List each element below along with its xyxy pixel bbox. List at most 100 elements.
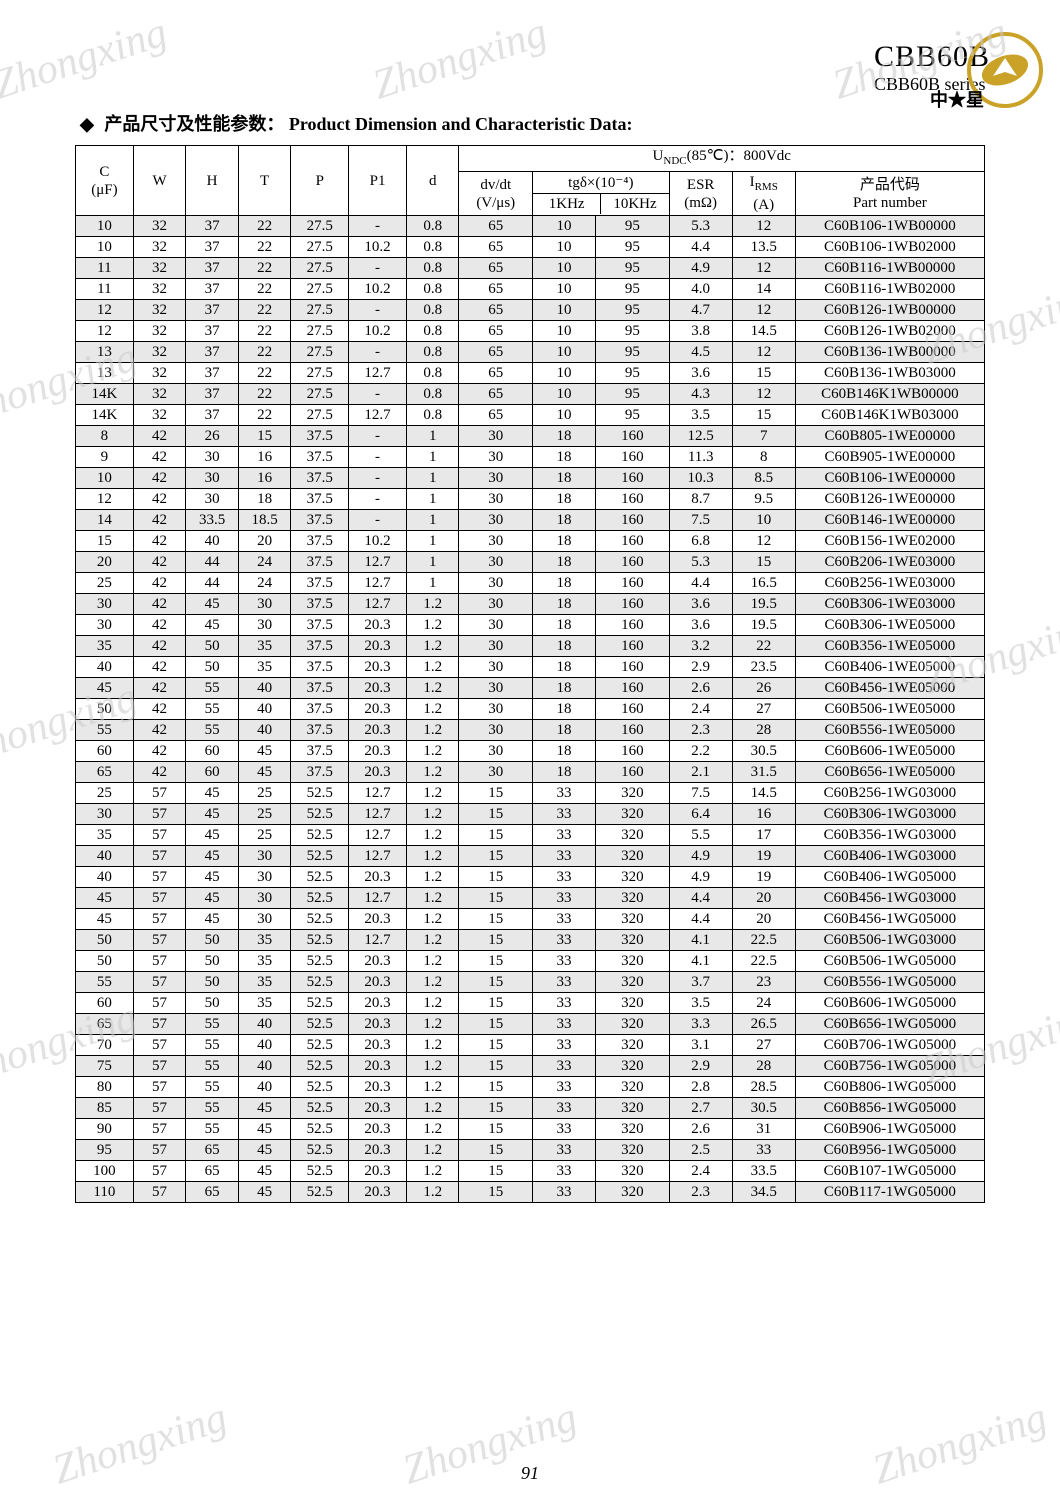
- table-cell: 37: [186, 321, 239, 342]
- table-cell: 12.7: [349, 825, 407, 846]
- table-cell: 50: [76, 951, 134, 972]
- table-cell: 1: [406, 468, 459, 489]
- table-cell: 30: [459, 489, 533, 510]
- table-cell: 33: [533, 1077, 596, 1098]
- table-cell: 23: [732, 972, 795, 993]
- table-cell: 45: [186, 825, 239, 846]
- table-cell: 10: [533, 363, 596, 384]
- table-cell: 160: [596, 531, 670, 552]
- table-cell: 30: [459, 762, 533, 783]
- table-cell: C60B806-1WG05000: [795, 1077, 984, 1098]
- table-cell: 52.5: [291, 972, 349, 993]
- table-cell: 160: [596, 636, 670, 657]
- table-cell: 20.3: [349, 1014, 407, 1035]
- table-cell: 18: [533, 720, 596, 741]
- table-cell: 57: [133, 1140, 186, 1161]
- table-cell: 27.5: [291, 384, 349, 405]
- table-cell: 37: [186, 279, 239, 300]
- table-row: 7057554052.520.31.215333203.127C60B706-1…: [76, 1035, 985, 1056]
- table-cell: 33: [533, 993, 596, 1014]
- table-cell: 22: [732, 636, 795, 657]
- table-cell: 10: [533, 216, 596, 237]
- table-cell: 20.3: [349, 1119, 407, 1140]
- table-cell: 55: [76, 972, 134, 993]
- table-row: 3557452552.512.71.215333205.517C60B356-1…: [76, 825, 985, 846]
- table-cell: 22: [238, 363, 291, 384]
- table-cell: 7.5: [669, 510, 732, 531]
- table-cell: 37.5: [291, 552, 349, 573]
- table-cell: 6.4: [669, 804, 732, 825]
- table-cell: 0.8: [406, 342, 459, 363]
- table-cell: 13.5: [732, 237, 795, 258]
- table-cell: 24: [238, 552, 291, 573]
- table-cell: -: [349, 426, 407, 447]
- table-cell: 57: [133, 951, 186, 972]
- table-cell: 70: [76, 1035, 134, 1056]
- table-cell: C60B606-1WG05000: [795, 993, 984, 1014]
- table-cell: 42: [133, 762, 186, 783]
- table-cell: 30: [186, 489, 239, 510]
- table-row: 1232372227.510.20.86510953.814.5C60B126-…: [76, 321, 985, 342]
- table-cell: 4.9: [669, 846, 732, 867]
- table-cell: 160: [596, 720, 670, 741]
- table-row: 5557503552.520.31.215333203.723C60B556-1…: [76, 972, 985, 993]
- table-cell: 25: [76, 783, 134, 804]
- table-cell: 18: [533, 741, 596, 762]
- table-cell: 25: [238, 783, 291, 804]
- table-cell: -: [349, 510, 407, 531]
- table-cell: 12: [76, 300, 134, 321]
- table-cell: 45: [186, 867, 239, 888]
- table-cell: 4.9: [669, 867, 732, 888]
- table-cell: 30: [238, 615, 291, 636]
- table-cell: 27.5: [291, 405, 349, 426]
- table-cell: 160: [596, 699, 670, 720]
- table-cell: 52.5: [291, 1056, 349, 1077]
- table-cell: 33: [533, 1140, 596, 1161]
- table-body: 1032372227.5-0.86510955.312C60B106-1WB00…: [76, 216, 985, 1203]
- table-cell: 52.5: [291, 1014, 349, 1035]
- table-cell: 160: [596, 762, 670, 783]
- table-cell: 65: [459, 237, 533, 258]
- table-cell: 10: [533, 342, 596, 363]
- table-cell: 27.5: [291, 363, 349, 384]
- table-cell: 8.5: [732, 468, 795, 489]
- table-cell: 35: [238, 993, 291, 1014]
- section-title: ◆ 产品尺寸及性能参数： Product Dimension and Chara…: [80, 110, 632, 136]
- table-cell: 30: [459, 636, 533, 657]
- table-cell: C60B506-1WG03000: [795, 930, 984, 951]
- table-cell: 35: [76, 825, 134, 846]
- table-cell: -: [349, 216, 407, 237]
- table-cell: 30: [238, 888, 291, 909]
- table-row: 2557452552.512.71.215333207.514.5C60B256…: [76, 783, 985, 804]
- table-cell: 15: [459, 1140, 533, 1161]
- table-cell: 42: [133, 573, 186, 594]
- table-cell: 30: [459, 468, 533, 489]
- table-cell: 30: [76, 804, 134, 825]
- table-cell: 37.5: [291, 531, 349, 552]
- table-cell: 22.5: [732, 930, 795, 951]
- table-cell: 35: [238, 636, 291, 657]
- table-cell: 12: [76, 321, 134, 342]
- table-cell: 33: [732, 1140, 795, 1161]
- table-cell: C60B656-1WG05000: [795, 1014, 984, 1035]
- table-cell: 1.2: [406, 1098, 459, 1119]
- col-h: H: [186, 146, 239, 216]
- table-cell: 37: [186, 342, 239, 363]
- table-row: 9057554552.520.31.215333202.631C60B906-1…: [76, 1119, 985, 1140]
- table-cell: 30: [238, 846, 291, 867]
- table-cell: 45: [238, 1161, 291, 1182]
- table-row: 8557554552.520.31.215333202.730.5C60B856…: [76, 1098, 985, 1119]
- table-cell: C60B506-1WG05000: [795, 951, 984, 972]
- table-cell: 24: [732, 993, 795, 1014]
- table-cell: 30: [186, 468, 239, 489]
- table-cell: -: [349, 384, 407, 405]
- table-cell: 11.3: [669, 447, 732, 468]
- table-cell: C60B756-1WG05000: [795, 1056, 984, 1077]
- table-cell: 15: [459, 1014, 533, 1035]
- table-cell: 85: [76, 1098, 134, 1119]
- table-cell: 12.7: [349, 573, 407, 594]
- table-cell: 40: [76, 846, 134, 867]
- table-cell: 160: [596, 678, 670, 699]
- table-cell: 52.5: [291, 1035, 349, 1056]
- table-cell: 9.5: [732, 489, 795, 510]
